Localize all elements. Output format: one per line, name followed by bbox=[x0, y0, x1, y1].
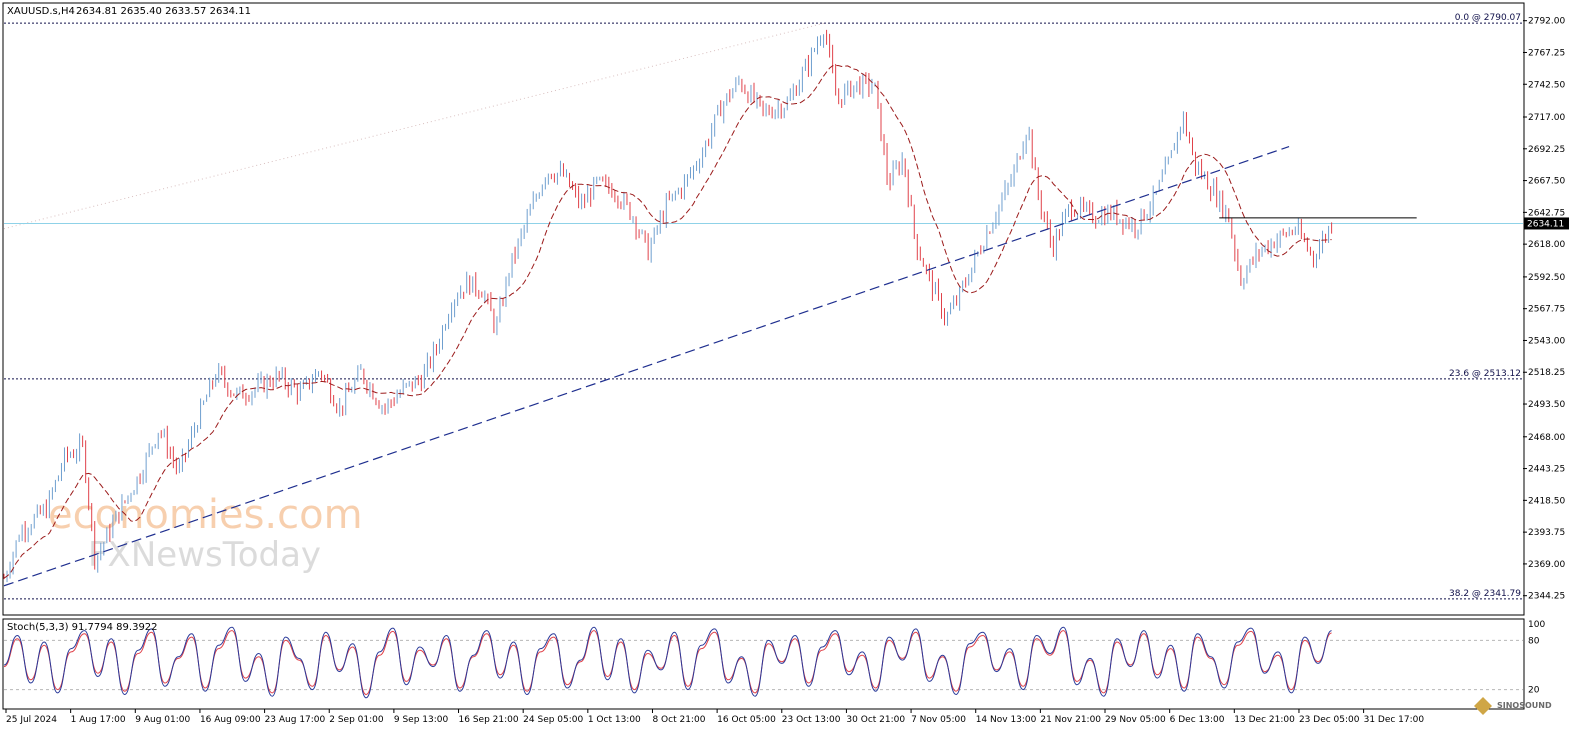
price-tick-label: 2717.00 bbox=[1528, 113, 1565, 123]
price-tick-label: 2493.50 bbox=[1528, 400, 1565, 410]
moving-average-line bbox=[3, 64, 1332, 579]
time-tick-label: 21 Nov 21:00 bbox=[1040, 715, 1101, 725]
time-tick-label: 9 Sep 13:00 bbox=[394, 715, 449, 725]
logo-diamond-icon bbox=[1474, 697, 1492, 715]
price-tick-label: 2592.50 bbox=[1528, 273, 1565, 283]
symbol-label: XAUUSD.s,H4 bbox=[7, 6, 75, 17]
time-tick-label: 6 Dec 13:00 bbox=[1170, 715, 1225, 725]
price-tick-label: 2742.50 bbox=[1528, 80, 1565, 90]
watermark-fxnewstoday: FXNewsToday bbox=[88, 535, 321, 575]
price-tick-label: 2767.25 bbox=[1528, 48, 1565, 58]
stoch-title: Stoch(5,3,3) 91.7794 89.3922 bbox=[7, 622, 158, 633]
fib-level-label: 0.0 @ 2790.07 bbox=[1455, 13, 1521, 23]
time-tick-label: 13 Dec 21:00 bbox=[1234, 715, 1295, 725]
stoch-tick-label: 20 bbox=[1528, 686, 1540, 696]
ascending-trendline bbox=[3, 145, 1290, 587]
time-axis: 25 Jul 2024 1 Aug 17:00 9 Aug 01:00 16 Aug … bbox=[5, 709, 1425, 725]
price-tick-label: 2393.75 bbox=[1528, 528, 1565, 538]
fib-level-label: 38.2 @ 2341.79 bbox=[1449, 589, 1521, 599]
price-tick-label: 2642.75 bbox=[1528, 208, 1565, 218]
price-tick-label: 2618.00 bbox=[1528, 240, 1565, 250]
time-tick-label: 1 Oct 13:00 bbox=[588, 715, 641, 725]
time-tick-label: 23 Dec 05:00 bbox=[1299, 715, 1360, 725]
price-tick-label: 2667.50 bbox=[1528, 177, 1565, 187]
fib-connector-line bbox=[3, 22, 825, 230]
time-tick-label: 9 Aug 01:00 bbox=[135, 715, 190, 725]
price-layer: 0.0 @ 2790.07 23.6 @ 2513.12 38.2 @ 2341.7… bbox=[3, 13, 1523, 600]
time-tick-label: 16 Sep 21:00 bbox=[459, 715, 519, 725]
watermark-economies: economies.com bbox=[48, 492, 363, 538]
time-tick-label: 30 Oct 21:00 bbox=[846, 715, 905, 725]
price-tick-label: 2418.50 bbox=[1528, 496, 1565, 506]
price-tick-label: 2468.00 bbox=[1528, 433, 1565, 443]
time-tick-label: 29 Nov 05:00 bbox=[1105, 715, 1166, 725]
time-tick-label: 16 Aug 09:00 bbox=[200, 715, 261, 725]
time-tick-label: 14 Nov 13:00 bbox=[976, 715, 1037, 725]
time-tick-label: 2 Sep 01:00 bbox=[329, 715, 384, 725]
fib-level-label: 23.6 @ 2513.12 bbox=[1449, 369, 1521, 379]
price-tick-label: 2692.25 bbox=[1528, 145, 1565, 155]
logo-text: SINOSOUND bbox=[1497, 701, 1552, 710]
sinosound-logo: SINOSOUND bbox=[1474, 697, 1552, 715]
time-tick-label: 16 Oct 05:00 bbox=[717, 715, 776, 725]
price-tick-label: 2543.00 bbox=[1528, 336, 1565, 346]
time-tick-label: 31 Dec 17:00 bbox=[1364, 715, 1425, 725]
price-tick-label: 2369.00 bbox=[1528, 560, 1565, 570]
stoch-main-line bbox=[3, 626, 1332, 699]
price-tick-label: 2567.75 bbox=[1528, 305, 1565, 315]
stoch-tick-label: 80 bbox=[1528, 636, 1540, 646]
price-tick-label: 2443.25 bbox=[1528, 465, 1565, 475]
time-tick-label: 23 Oct 13:00 bbox=[782, 715, 841, 725]
time-tick-label: 24 Sep 05:00 bbox=[523, 715, 583, 725]
stoch-plot-frame bbox=[2, 618, 1525, 710]
time-tick-label: 25 Jul 2024 bbox=[6, 715, 57, 725]
time-tick-label: 1 Aug 17:00 bbox=[71, 715, 126, 725]
current-price-box bbox=[1524, 217, 1569, 230]
price-axis: 2792.00 2767.25 2742.50 2717.00 2692.25 2667.… bbox=[1523, 17, 1569, 602]
time-tick-label: 8 Oct 21:00 bbox=[652, 715, 705, 725]
price-tick-label: 2518.25 bbox=[1528, 368, 1565, 378]
stoch-tick-label: 100 bbox=[1528, 620, 1545, 630]
price-tick-label: 2344.25 bbox=[1528, 592, 1565, 602]
time-tick-label: 23 Aug 17:00 bbox=[265, 715, 326, 725]
stochastic-layer: 100 80 20 bbox=[3, 620, 1545, 699]
time-tick-label: 7 Nov 05:00 bbox=[911, 715, 966, 725]
current-price-label: 2634.11 bbox=[1527, 219, 1564, 229]
ohlc-readout: 2634.81 2635.40 2633.57 2634.11 bbox=[76, 6, 251, 17]
price-tick-label: 2792.00 bbox=[1528, 17, 1565, 27]
